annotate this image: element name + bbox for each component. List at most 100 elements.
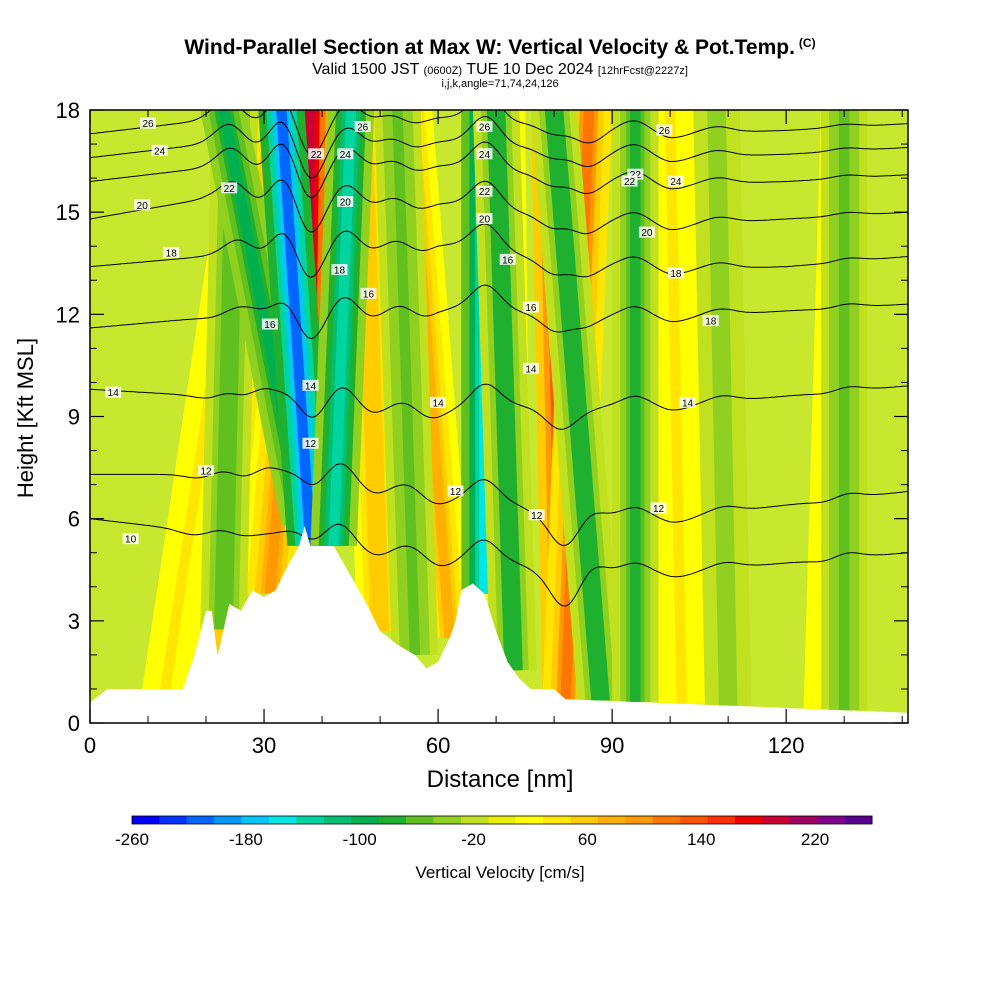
colorbar-swatch <box>789 816 818 824</box>
colorbar-swatch <box>597 816 626 824</box>
contour-label: 16 <box>264 320 276 331</box>
chart-subtitle: Valid 1500 JST (0600Z) TUE 10 Dec 2024 [… <box>0 61 1000 79</box>
contour-label: 10 <box>125 535 137 546</box>
x-axis-label: Distance [nm] <box>426 766 574 793</box>
y-axis-label: Height [Kft MSL] <box>13 337 38 499</box>
plot-area: 10 12 14 16 18 20 22 24 26 22 22 24 26 26 24 22 20 16 20 18… <box>90 110 908 713</box>
y-tick-label: 9 <box>68 405 80 430</box>
colorbar-swatch <box>460 816 489 824</box>
colorbar-swatch <box>652 816 681 824</box>
contour-label-bg <box>667 267 684 279</box>
contour-label-bg <box>360 287 377 299</box>
colorbar: -260 -180 -100 -20 60 140 220 <box>115 815 873 849</box>
colorbar-swatch <box>680 816 709 824</box>
contour-label-bg <box>430 396 447 408</box>
contour-label-bg <box>337 195 354 207</box>
contour-label: 20 <box>137 201 149 212</box>
x-tick-label: 30 <box>252 733 276 758</box>
contour-label-bg <box>134 199 151 211</box>
colorbar-swatch <box>378 816 407 824</box>
contour-label-bg <box>638 226 655 238</box>
colorbar-swatch <box>433 816 462 824</box>
subtitle-valid-time: Valid 1500 JST <box>312 61 420 78</box>
contour-label: 22 <box>479 187 491 198</box>
contour-label: 24 <box>340 150 352 161</box>
contour-label-bg <box>221 182 238 194</box>
colorbar-tick-label: -180 <box>229 830 263 849</box>
chart-title: Wind-Parallel Section at Max W: Vertical… <box>0 36 1000 60</box>
theta-contour <box>90 518 908 607</box>
contour-label: 14 <box>433 398 445 409</box>
contour-label: 18 <box>705 317 717 328</box>
section-params: i,j,k,angle=71,74,24,126 <box>441 78 559 90</box>
contour-label: 12 <box>653 504 665 515</box>
contour-label-bg <box>667 175 684 187</box>
contour-label: 24 <box>154 146 166 157</box>
contour-label: 20 <box>641 228 653 239</box>
subtitle-utc-time: (0600Z) <box>423 65 463 77</box>
contour-label-bg <box>702 315 719 327</box>
contour-label-bg <box>522 301 539 313</box>
contour-label-bg <box>447 485 464 497</box>
colorbar-swatch <box>186 816 215 824</box>
contour-label-bg <box>476 148 493 160</box>
theta-contour <box>90 115 908 179</box>
contour-label-bg <box>476 121 493 133</box>
colorbar-tick-label: 220 <box>801 830 829 849</box>
contour-label-bg <box>354 121 371 133</box>
contour-label-bg <box>337 148 354 160</box>
contour-label: 26 <box>659 126 671 137</box>
colorbar-swatch <box>214 816 243 824</box>
colorbar-tick-label: -20 <box>461 830 486 849</box>
contour-label: 22 <box>624 177 636 188</box>
y-tick-label: 15 <box>56 200 80 225</box>
contour-label: 16 <box>363 289 375 300</box>
colorbar-swatch <box>351 816 380 824</box>
downdraft-band <box>711 110 734 706</box>
downdraft-band <box>392 110 421 655</box>
title-suffix: (C) <box>798 36 816 50</box>
x-tick-label: 120 <box>768 733 805 758</box>
contour-label: 18 <box>670 269 682 280</box>
colorbar-swatch <box>817 816 846 824</box>
contour-label-bg <box>522 362 539 374</box>
contour-label-bg <box>302 437 319 449</box>
contour-label: 14 <box>525 364 537 375</box>
theta-contour <box>90 284 908 340</box>
updraft-band <box>664 110 687 704</box>
colorbar-tick-label: 140 <box>687 830 715 849</box>
contour-label-bg <box>302 379 319 391</box>
colorbar-frame <box>131 815 873 825</box>
axes: 0 30 60 90 120 0 3 6 9 12 15 18 <box>56 98 909 758</box>
contour-label-bg <box>308 148 325 160</box>
contour-label: 20 <box>479 214 491 225</box>
theta-contour <box>90 223 908 278</box>
title-text: Wind-Parallel Section at Max W: Vertical… <box>184 36 795 59</box>
contour-label: 12 <box>305 439 317 450</box>
contour-label: 22 <box>311 150 323 161</box>
colorbar-label: Vertical Velocity [cm/s] <box>415 863 585 882</box>
subtitle-forecast: [12hrFcst@2227z] <box>597 65 688 77</box>
contour-label-bg <box>163 247 180 259</box>
colorbar-swatch <box>241 816 270 824</box>
contour-label-bg <box>650 502 667 514</box>
colorbar-swatch <box>543 816 572 824</box>
contour-label: 12 <box>200 466 212 477</box>
contour-label: 12 <box>531 511 543 522</box>
colorbar-swatch <box>269 816 297 824</box>
theta-contour <box>90 141 908 199</box>
y-tick-label: 0 <box>68 711 80 736</box>
x-tick-label: 60 <box>426 733 450 758</box>
colorbar-swatch <box>625 816 654 824</box>
contour-label: 18 <box>166 249 178 260</box>
contour-label: 14 <box>108 388 120 399</box>
contour-label: 24 <box>670 177 682 188</box>
theta-contour <box>90 463 908 547</box>
contour-label-bg <box>499 253 516 265</box>
subtitle-date: TUE 10 Dec 2024 <box>466 61 594 78</box>
contour-label-bg <box>476 185 493 197</box>
y-tick-label: 18 <box>56 98 80 123</box>
colorbar-swatch <box>406 816 434 824</box>
contour-label: 22 <box>224 184 236 195</box>
